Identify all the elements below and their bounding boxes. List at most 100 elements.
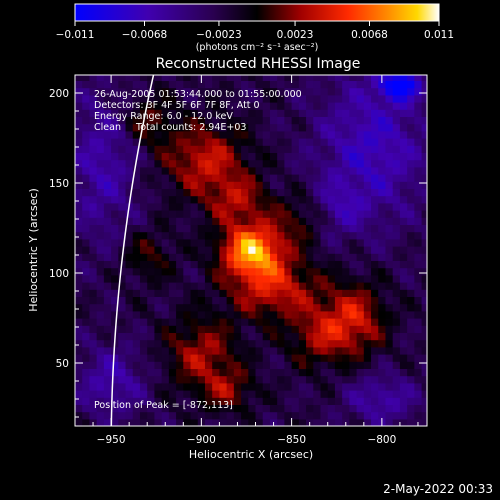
- heatmap-cell: [103, 418, 112, 426]
- heatmap-cell: [269, 354, 278, 362]
- heatmap-cell: [168, 123, 177, 132]
- heatmap-cell: [190, 339, 199, 348]
- heatmap-cell: [313, 274, 322, 283]
- heatmap-cell: [334, 368, 343, 377]
- heatmap-cell: [385, 260, 394, 269]
- heatmap-cell: [75, 411, 83, 420]
- heatmap-cell: [89, 375, 98, 384]
- heatmap-cell: [378, 339, 387, 348]
- heatmap-cell: [363, 174, 372, 182]
- heatmap-cell: [269, 325, 278, 333]
- heatmap-cell: [96, 210, 105, 218]
- heatmap-cell: [334, 94, 343, 103]
- heatmap-cell: [399, 130, 408, 139]
- heatmap-cell: [291, 390, 300, 398]
- heatmap-cell: [255, 181, 264, 189]
- heatmap-cell: [176, 318, 184, 326]
- heatmap-cell: [96, 202, 105, 211]
- heatmap-cell: [183, 274, 192, 283]
- heatmap-cell: [298, 390, 307, 398]
- heatmap-cell: [342, 260, 350, 269]
- heatmap-cell: [103, 260, 112, 269]
- heatmap-cell: [89, 202, 98, 211]
- heatmap-cell: [392, 116, 401, 125]
- heatmap-cell: [291, 202, 300, 211]
- heatmap-cell: [111, 318, 119, 326]
- heatmap-cell: [356, 130, 365, 139]
- heatmap-cell: [320, 382, 329, 391]
- heatmap-cell: [392, 274, 401, 283]
- heatmap-cell: [334, 310, 343, 319]
- heatmap-cell: [313, 318, 322, 326]
- heatmap-cell: [176, 282, 184, 290]
- y-tick-label: 100: [49, 268, 69, 280]
- heatmap-cell: [291, 80, 300, 89]
- heatmap-cell: [190, 260, 199, 269]
- heatmap-cell: [154, 152, 163, 161]
- heatmap-cell: [378, 94, 387, 103]
- heatmap-cell: [139, 188, 148, 197]
- heatmap-cell: [168, 318, 177, 326]
- heatmap-cell: [320, 195, 329, 204]
- heatmap-cell: [161, 116, 170, 125]
- heatmap-cell: [248, 354, 257, 362]
- heatmap-cell: [277, 260, 285, 269]
- heatmap-cell: [89, 303, 98, 312]
- heatmap-cell: [399, 368, 408, 377]
- heatmap-cell: [349, 181, 358, 189]
- heatmap-cell: [378, 217, 387, 225]
- heatmap-cell: [147, 87, 156, 96]
- heatmap-cell: [176, 174, 184, 182]
- heatmap-cell: [399, 260, 408, 269]
- heatmap-cell: [414, 87, 423, 96]
- heatmap-cell: [139, 130, 148, 139]
- heatmap-cell: [154, 231, 163, 240]
- heatmap-cell: [118, 418, 127, 426]
- heatmap-cell: [356, 267, 365, 276]
- heatmap-cell: [327, 188, 336, 197]
- heatmap-cell: [378, 152, 387, 161]
- heatmap-cell: [147, 210, 156, 218]
- heatmap-cell: [125, 274, 134, 283]
- heatmap-cell: [226, 382, 235, 391]
- heatmap-cell: [342, 138, 350, 146]
- heatmap-cell: [407, 80, 415, 89]
- heatmap-cell: [190, 94, 199, 103]
- heatmap-cell: [183, 267, 192, 276]
- heatmap-cell: [284, 246, 293, 254]
- heatmap-cell: [154, 404, 163, 413]
- heatmap-cell: [226, 274, 235, 283]
- heatmap-cell: [219, 339, 228, 348]
- heatmap-cell: [219, 375, 228, 384]
- heatmap-cell: [392, 382, 401, 391]
- heatmap-cell: [154, 159, 163, 168]
- heatmap-cell: [378, 310, 387, 319]
- heatmap-cell: [248, 166, 257, 175]
- heatmap-cell: [306, 159, 314, 168]
- heatmap-cell: [327, 145, 336, 153]
- heatmap-cell: [139, 159, 148, 168]
- heatmap-cell: [176, 188, 184, 197]
- heatmap-cell: [103, 346, 112, 355]
- heatmap-cell: [132, 159, 141, 168]
- heatmap-cell: [111, 159, 119, 168]
- heatmap-cell: [190, 397, 199, 405]
- heatmap-cell: [96, 375, 105, 384]
- heatmap-cell: [407, 210, 415, 218]
- heatmap-cell: [233, 87, 242, 96]
- heatmap-cell: [363, 87, 372, 96]
- heatmap-cell: [399, 174, 408, 182]
- heatmap-cell: [190, 354, 199, 362]
- heatmap-cell: [96, 188, 105, 197]
- heatmap-cell: [284, 375, 293, 384]
- heatmap-cell: [197, 390, 206, 398]
- heatmap-cell: [197, 102, 206, 110]
- heatmap-cell: [139, 123, 148, 132]
- heatmap-cell: [291, 123, 300, 132]
- heatmap-cell: [118, 202, 127, 211]
- heatmap-cell: [204, 296, 213, 305]
- heatmap-cell: [111, 224, 119, 233]
- heatmap-cell: [363, 210, 372, 218]
- heatmap-cell: [212, 202, 221, 211]
- heatmap-cell: [161, 195, 170, 204]
